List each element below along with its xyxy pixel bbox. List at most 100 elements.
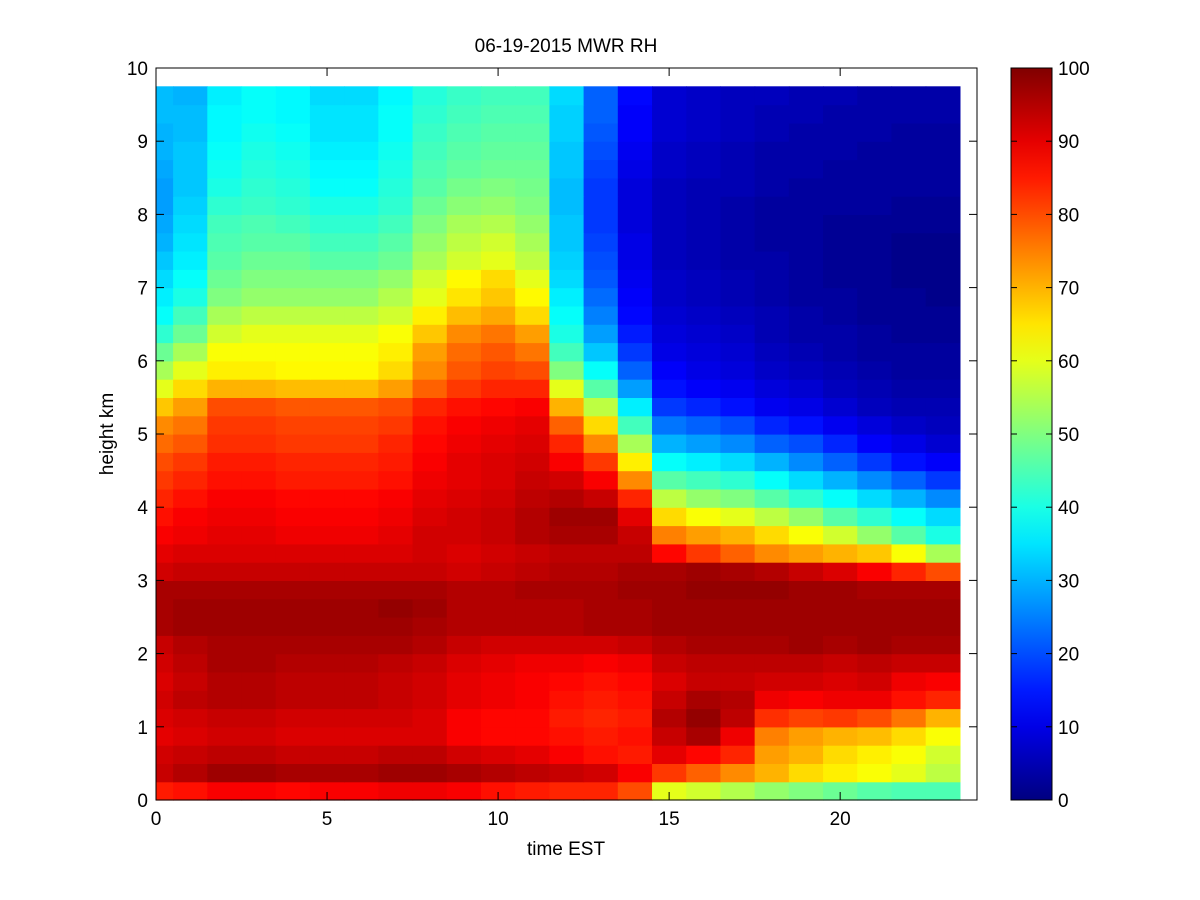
heatmap-cell: [857, 214, 893, 234]
heatmap-cell: [515, 196, 550, 215]
heatmap-cell: [378, 232, 414, 252]
heatmap-cell: [617, 745, 653, 764]
heatmap-cell: [549, 324, 585, 344]
heatmap-cell: [309, 122, 345, 142]
heatmap-cell: [241, 745, 277, 764]
heatmap-cell: [754, 763, 790, 783]
heatmap-cell: [925, 653, 961, 673]
heatmap-cell: [891, 196, 927, 215]
heatmap-cell: [549, 434, 585, 453]
heatmap-cell: [686, 360, 722, 380]
heatmap-cell: [275, 141, 311, 161]
heatmap-cell: [156, 104, 174, 124]
heatmap-cell: [857, 617, 893, 636]
heatmap-cell: [309, 159, 345, 179]
heatmap-cell: [275, 745, 311, 764]
heatmap-cell: [156, 781, 174, 801]
heatmap-cell: [686, 598, 722, 618]
heatmap-cell: [412, 598, 448, 618]
heatmap-cell: [583, 86, 619, 106]
heatmap-cell: [207, 251, 243, 270]
heatmap-cell: [156, 690, 174, 710]
heatmap-cell: [549, 232, 585, 252]
heatmap-cell: [891, 397, 927, 417]
heatmap-cell: [344, 488, 379, 508]
heatmap-cell: [446, 269, 482, 289]
heatmap-cell: [788, 726, 824, 746]
heatmap-cell: [686, 86, 722, 106]
heatmap-cell: [156, 269, 174, 289]
heatmap-cell: [207, 214, 243, 234]
heatmap-cell: [891, 360, 927, 380]
heatmap-cell: [617, 324, 653, 344]
heatmap-cell: [309, 287, 345, 307]
heatmap-cell: [823, 397, 858, 417]
heatmap-cell: [309, 562, 345, 581]
heatmap-cell: [207, 745, 243, 764]
heatmap-cell: [480, 287, 516, 307]
heatmap-cell: [446, 488, 482, 508]
heatmap-cell: [173, 580, 208, 600]
heatmap-cell: [549, 122, 585, 142]
heatmap-cell: [891, 671, 927, 691]
heatmap-cell: [823, 470, 858, 490]
heatmap-cell: [309, 452, 345, 472]
heatmap-cell: [754, 232, 790, 252]
heatmap-cell: [446, 251, 482, 270]
heatmap-cell: [156, 562, 174, 581]
heatmap-cell: [549, 342, 585, 362]
heatmap-cell: [617, 415, 653, 435]
heatmap-cell: [617, 525, 653, 545]
heatmap-cell: [720, 104, 756, 124]
heatmap-cell: [275, 635, 311, 655]
heatmap-cell: [617, 141, 653, 161]
heatmap-cell: [788, 287, 824, 307]
heatmap-cell: [480, 562, 516, 581]
heatmap-cell: [446, 104, 482, 124]
heatmap-cell: [446, 470, 482, 490]
heatmap-cell: [925, 232, 961, 252]
heatmap-cell: [480, 708, 516, 728]
heatmap-cell: [173, 452, 208, 472]
heatmap-cell: [788, 214, 824, 234]
heatmap-cell: [857, 397, 893, 417]
heatmap-cell: [309, 305, 345, 325]
heatmap-cell: [344, 434, 379, 453]
colorbar-tick-label: 10: [1058, 718, 1079, 739]
heatmap-cell: [925, 781, 961, 801]
heatmap-cell: [617, 159, 653, 179]
heatmap-cell: [891, 598, 927, 618]
heatmap-cell: [344, 671, 379, 691]
heatmap-cell: [241, 379, 277, 398]
heatmap-cell: [720, 543, 756, 563]
heatmap-cell: [344, 525, 379, 545]
heatmap-cell: [891, 580, 927, 600]
heatmap-cell: [549, 598, 585, 618]
heatmap-cell: [275, 726, 311, 746]
y-tick-label: 2: [137, 645, 148, 666]
heatmap-cell: [156, 708, 174, 728]
heatmap-cell: [412, 434, 448, 453]
heatmap-cell: [173, 397, 208, 417]
heatmap-cell: [686, 214, 722, 234]
heatmap-cell: [515, 507, 550, 527]
heatmap-cell: [754, 653, 790, 673]
heatmap-cell: [309, 86, 345, 106]
heatmap-cell: [173, 726, 208, 746]
heatmap-cell: [344, 342, 379, 362]
heatmap-cell: [241, 580, 277, 600]
heatmap-cell: [173, 763, 208, 783]
heatmap-cell: [583, 598, 619, 618]
heatmap-cell: [378, 434, 414, 453]
heatmap-cell: [788, 598, 824, 618]
heatmap-cell: [686, 379, 722, 398]
heatmap-cell: [857, 745, 893, 764]
heatmap-cell: [446, 580, 482, 600]
heatmap-cell: [925, 177, 961, 197]
heatmap-cell: [378, 397, 414, 417]
heatmap-cell: [309, 379, 345, 398]
heatmap-cell: [857, 434, 893, 453]
heatmap-cell: [412, 543, 448, 563]
heatmap-cell: [446, 690, 482, 710]
heatmap-cell: [156, 177, 174, 197]
